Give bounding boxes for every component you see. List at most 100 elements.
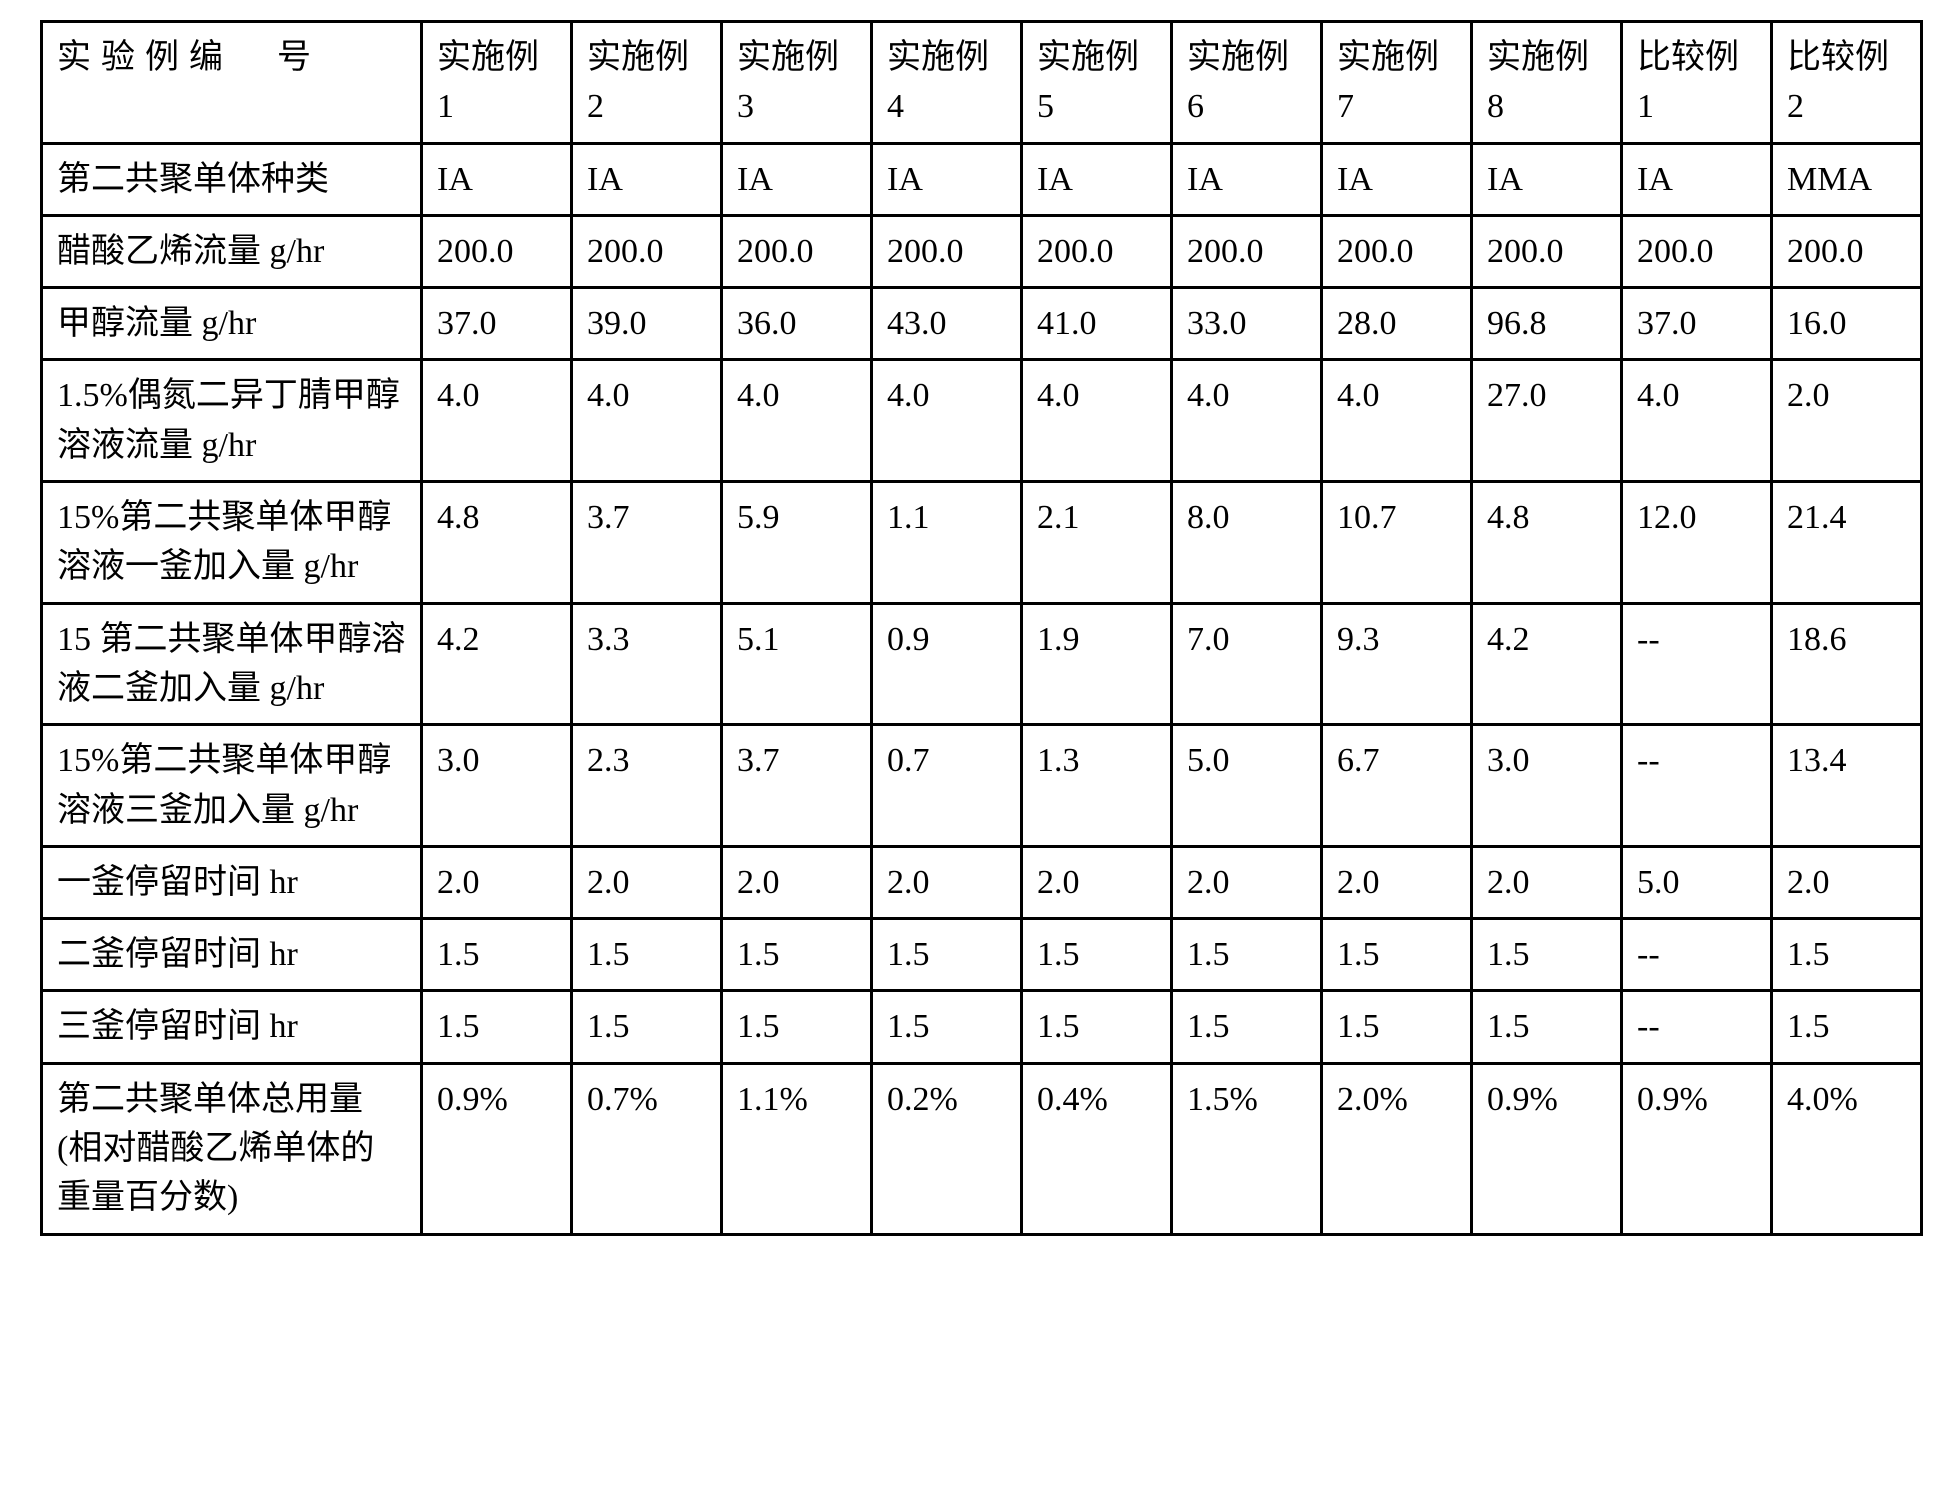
cell: 2.0: [1772, 360, 1922, 482]
cell: 8.0: [1172, 482, 1322, 604]
cell: 1.5: [1772, 919, 1922, 991]
cell: 1.5: [1022, 919, 1172, 991]
experiment-table: 实验例编 号 实施例 1 实施例 2 实施例 3 实施例 4 实施例 5 实施例…: [40, 20, 1923, 1236]
cell: MMA: [1772, 143, 1922, 215]
cell: 5.1: [722, 603, 872, 725]
table-row: 第二共聚单体总用量(相对醋酸乙烯单体的重量百分数) 0.9% 0.7% 1.1%…: [42, 1063, 1922, 1234]
cell: 5.0: [1622, 846, 1772, 918]
cell: 200.0: [1772, 215, 1922, 287]
cell: 200.0: [572, 215, 722, 287]
cell: 4.2: [1472, 603, 1622, 725]
cell: IA: [1172, 143, 1322, 215]
cell: 1.1%: [722, 1063, 872, 1234]
cell: IA: [722, 143, 872, 215]
header-col-1: 实施例 1: [422, 22, 572, 144]
cell: 0.9%: [1622, 1063, 1772, 1234]
row-label: 15%第二共聚单体甲醇溶液三釜加入量 g/hr: [42, 725, 422, 847]
cell: 4.0: [872, 360, 1022, 482]
cell: 2.0: [1772, 846, 1922, 918]
cell: 4.2: [422, 603, 572, 725]
cell: 0.2%: [872, 1063, 1022, 1234]
cell: 2.0: [1322, 846, 1472, 918]
cell: IA: [422, 143, 572, 215]
cell: 3.0: [422, 725, 572, 847]
table-body: 实验例编 号 实施例 1 实施例 2 实施例 3 实施例 4 实施例 5 实施例…: [42, 22, 1922, 1235]
cell: IA: [1622, 143, 1772, 215]
table-row: 三釜停留时间 hr 1.5 1.5 1.5 1.5 1.5 1.5 1.5 1.…: [42, 991, 1922, 1063]
cell: 1.5: [872, 991, 1022, 1063]
header-col-7: 实施例 7: [1322, 22, 1472, 144]
cell: 2.3: [572, 725, 722, 847]
cell: 6.7: [1322, 725, 1472, 847]
table-row: 二釜停留时间 hr 1.5 1.5 1.5 1.5 1.5 1.5 1.5 1.…: [42, 919, 1922, 991]
table-row: 15 第二共聚单体甲醇溶液二釜加入量 g/hr 4.2 3.3 5.1 0.9 …: [42, 603, 1922, 725]
cell: 1.5: [1172, 991, 1322, 1063]
cell: 2.0: [572, 846, 722, 918]
cell: 21.4: [1772, 482, 1922, 604]
cell: 1.3: [1022, 725, 1172, 847]
cell: 3.7: [722, 725, 872, 847]
cell: 2.0: [872, 846, 1022, 918]
header-col-2: 实施例 2: [572, 22, 722, 144]
row-label: 15 第二共聚单体甲醇溶液二釜加入量 g/hr: [42, 603, 422, 725]
cell: 200.0: [1472, 215, 1622, 287]
cell: 0.9%: [422, 1063, 572, 1234]
cell: 1.5: [1472, 919, 1622, 991]
cell: 2.0: [1172, 846, 1322, 918]
row-label: 甲醇流量 g/hr: [42, 288, 422, 360]
header-label: 实验例编 号: [42, 22, 422, 144]
cell: 3.7: [572, 482, 722, 604]
header-col-5: 实施例 5: [1022, 22, 1172, 144]
cell: 2.1: [1022, 482, 1172, 604]
table-row: 甲醇流量 g/hr 37.0 39.0 36.0 43.0 41.0 33.0 …: [42, 288, 1922, 360]
cell: 1.5: [1322, 919, 1472, 991]
cell: 1.5%: [1172, 1063, 1322, 1234]
table-header-row: 实验例编 号 实施例 1 实施例 2 实施例 3 实施例 4 实施例 5 实施例…: [42, 22, 1922, 144]
cell: 5.9: [722, 482, 872, 604]
cell: 1.5: [572, 991, 722, 1063]
header-col-9: 比较例 1: [1622, 22, 1772, 144]
cell: 4.8: [422, 482, 572, 604]
cell: 96.8: [1472, 288, 1622, 360]
cell: 200.0: [422, 215, 572, 287]
cell: 4.0: [1322, 360, 1472, 482]
cell: 4.0: [1022, 360, 1172, 482]
cell: 1.1: [872, 482, 1022, 604]
cell: 1.5: [1022, 991, 1172, 1063]
cell: 2.0: [1022, 846, 1172, 918]
cell: 1.5: [1472, 991, 1622, 1063]
cell: 0.9%: [1472, 1063, 1622, 1234]
cell: 18.6: [1772, 603, 1922, 725]
cell: IA: [572, 143, 722, 215]
cell: 28.0: [1322, 288, 1472, 360]
cell: --: [1622, 603, 1772, 725]
cell: 1.5: [1772, 991, 1922, 1063]
cell: --: [1622, 725, 1772, 847]
cell: 1.5: [722, 919, 872, 991]
cell: 0.4%: [1022, 1063, 1172, 1234]
header-col-8: 实施例 8: [1472, 22, 1622, 144]
cell: 4.0%: [1772, 1063, 1922, 1234]
table-row: 1.5%偶氮二异丁腈甲醇溶液流量 g/hr 4.0 4.0 4.0 4.0 4.…: [42, 360, 1922, 482]
cell: 1.5: [572, 919, 722, 991]
cell: 37.0: [1622, 288, 1772, 360]
cell: --: [1622, 991, 1772, 1063]
row-label: 一釜停留时间 hr: [42, 846, 422, 918]
cell: 200.0: [1322, 215, 1472, 287]
cell: 1.5: [872, 919, 1022, 991]
cell: IA: [1322, 143, 1472, 215]
cell: IA: [872, 143, 1022, 215]
cell: 1.5: [1172, 919, 1322, 991]
table-row: 15%第二共聚单体甲醇溶液三釜加入量 g/hr 3.0 2.3 3.7 0.7 …: [42, 725, 1922, 847]
cell: 16.0: [1772, 288, 1922, 360]
cell: IA: [1022, 143, 1172, 215]
cell: 1.9: [1022, 603, 1172, 725]
cell: 13.4: [1772, 725, 1922, 847]
row-label: 三釜停留时间 hr: [42, 991, 422, 1063]
header-col-3: 实施例 3: [722, 22, 872, 144]
cell: 2.0: [1472, 846, 1622, 918]
cell: 41.0: [1022, 288, 1172, 360]
cell: 10.7: [1322, 482, 1472, 604]
cell: 0.7: [872, 725, 1022, 847]
table-row: 醋酸乙烯流量 g/hr 200.0 200.0 200.0 200.0 200.…: [42, 215, 1922, 287]
